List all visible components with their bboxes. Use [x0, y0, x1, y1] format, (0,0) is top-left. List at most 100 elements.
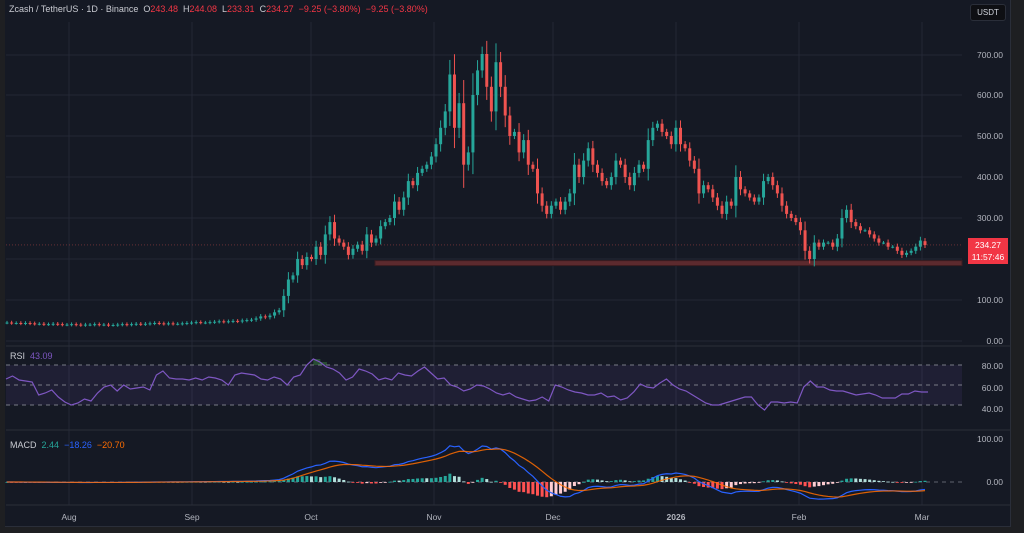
macd-histogram-bar — [286, 478, 290, 482]
candle-body — [120, 324, 124, 326]
currency-unit-button[interactable]: USDT — [970, 4, 1006, 21]
candle-body — [540, 193, 544, 206]
macd-histogram-bar — [582, 481, 586, 483]
candle-body — [134, 323, 138, 325]
candle-body — [609, 177, 613, 186]
candle-body — [203, 322, 207, 324]
macd-histogram-bar — [254, 481, 258, 483]
candle-body — [402, 197, 406, 210]
candle-body — [900, 250, 904, 255]
candle-body — [162, 323, 166, 325]
candle-body — [296, 259, 300, 276]
macd-histogram-bar — [637, 480, 641, 482]
symbol-legend: Zcash / TetherUS · 1D · Binance O243.48 … — [9, 4, 428, 14]
macd-histogram-bar — [439, 476, 443, 482]
macd-histogram-bar — [577, 482, 581, 485]
macd-histogram-bar — [388, 481, 392, 483]
time-tick: Mar — [914, 512, 930, 522]
macd-histogram-bar — [619, 479, 623, 482]
candle-body — [466, 152, 470, 165]
macd-histogram-bar — [895, 482, 899, 483]
macd-histogram-bar — [319, 477, 323, 482]
candle-body — [342, 242, 346, 247]
macd-histogram-bar — [503, 482, 507, 485]
macd-histogram-bar — [568, 482, 572, 490]
candle-body — [517, 131, 521, 153]
candle-body — [669, 136, 673, 145]
candle-body — [309, 256, 313, 259]
candle-body — [595, 164, 599, 173]
window-edge — [1011, 0, 1024, 533]
candle-body — [254, 318, 258, 320]
macd-histogram-bar — [305, 476, 309, 482]
candle-body — [199, 322, 203, 324]
macd-histogram-bar — [337, 478, 341, 482]
macd-histogram-bar — [679, 479, 683, 482]
candle-body — [397, 201, 401, 210]
candle-body — [545, 205, 549, 214]
candle-body — [849, 209, 853, 223]
candle-body — [720, 205, 724, 214]
candle-body — [263, 316, 267, 318]
candle-body — [379, 226, 383, 239]
candle-body — [277, 310, 281, 313]
candle-body — [655, 123, 659, 128]
macd-tick: 0.00 — [986, 477, 1003, 487]
macd-histogram-bar — [766, 480, 770, 482]
macd-histogram-bar — [660, 476, 664, 482]
macd-histogram-bar — [757, 482, 761, 483]
macd-histogram-bar — [346, 481, 350, 483]
candle-body — [97, 324, 101, 326]
macd-histogram-bar — [508, 482, 512, 488]
macd-histogram-bar — [540, 482, 544, 497]
candle-body — [222, 321, 226, 323]
bar-countdown: 11:57:46 — [971, 252, 1005, 262]
macd-histogram-bar — [554, 482, 558, 495]
candle-body — [88, 324, 92, 326]
macd-histogram-bar — [360, 482, 364, 484]
candle-body — [614, 160, 618, 177]
macd-histogram-bar — [333, 477, 337, 482]
candle-body — [831, 242, 835, 247]
candle-body — [185, 322, 189, 324]
macd-histogram-bar — [872, 480, 876, 482]
macd-histogram-bar — [356, 482, 360, 483]
macd-histogram-bar — [452, 476, 456, 482]
candle-body — [679, 127, 683, 145]
candle-body — [56, 323, 60, 325]
candle-body — [526, 140, 530, 165]
candle-body — [406, 181, 410, 198]
candle-body — [734, 177, 738, 206]
candle-body — [715, 197, 719, 206]
rsi-band — [6, 365, 962, 405]
candle-body — [74, 324, 78, 326]
candle-body — [180, 323, 184, 325]
candle-body — [176, 323, 180, 325]
candle-body — [383, 222, 387, 227]
candle-body — [789, 213, 793, 218]
macd-histogram-bar — [891, 481, 895, 483]
candle-body — [605, 181, 609, 186]
candle-body — [268, 315, 272, 318]
candle-body — [416, 172, 420, 186]
candle-body — [877, 238, 881, 243]
candle-body — [549, 205, 553, 214]
macd-histogram-bar — [462, 481, 466, 483]
macd-histogram-bar — [236, 481, 240, 483]
candle-body — [125, 324, 129, 326]
candle-body — [554, 201, 558, 206]
macd-histogram-bar — [342, 479, 346, 482]
candle-body — [356, 244, 360, 249]
macd-signal-value: −20.70 — [96, 440, 125, 450]
candle-body — [360, 244, 364, 251]
macd-histogram-bar — [817, 482, 821, 487]
candle-body — [794, 218, 798, 223]
candle-body — [259, 316, 263, 319]
candle-body — [688, 148, 692, 161]
candle-body — [153, 322, 157, 324]
macd-histogram-bar — [826, 482, 830, 485]
candle-body — [771, 177, 775, 186]
candle-body — [858, 226, 862, 231]
candle-body — [37, 323, 41, 325]
